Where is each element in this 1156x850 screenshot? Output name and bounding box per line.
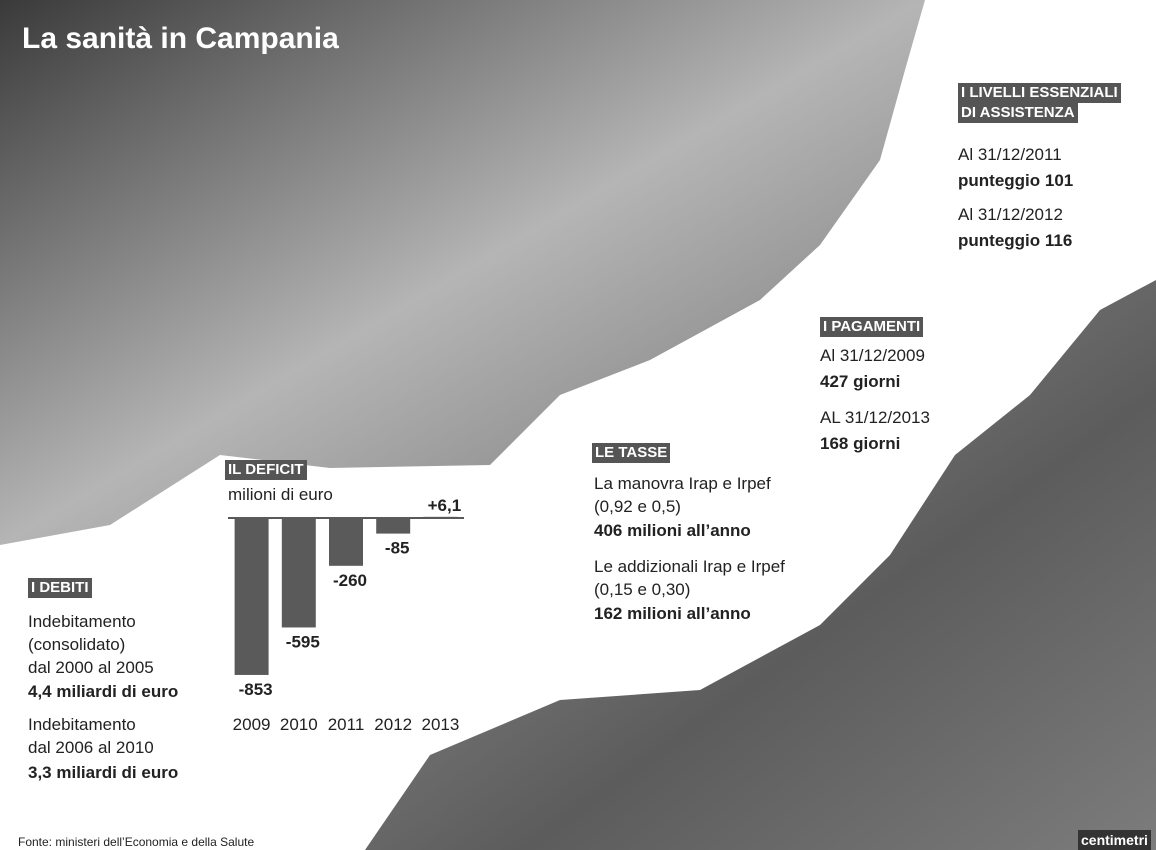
main-title: La sanità in Campania [22,22,339,55]
text-line: Al 31/12/2009 [820,346,925,366]
text-line: dal 2000 al 2005 [28,658,154,678]
heading-line: DI ASSISTENZA [958,103,1078,123]
x-tick-label: 2009 [233,715,271,734]
bar [282,518,316,628]
text-line: 406 milioni all’anno [594,521,751,541]
chart-title: IL DEFICIT [225,460,307,480]
x-tick-label: 2013 [421,715,459,734]
heading-line: IL DEFICIT [225,460,307,480]
section-heading: LE TASSE [592,443,670,463]
bar [329,518,363,566]
section-heading: I PAGAMENTI [820,317,923,337]
text-line: punteggio 101 [958,171,1073,191]
bar [376,518,410,534]
x-tick-label: 2010 [280,715,318,734]
text-line: 427 giorni [820,372,900,392]
text-line: punteggio 116 [958,231,1072,251]
text-line: (0,92 e 0,5) [594,497,681,517]
text-line: 168 giorni [820,434,900,454]
text-line: 162 milioni all’anno [594,604,751,624]
heading-line: I LIVELLI ESSENZIALI [958,83,1121,103]
infographic: La sanità in Campania 2009 -853 2010 -595 20… [0,0,1156,850]
value-label: -260 [333,571,367,590]
text-line: dal 2006 al 2010 [28,738,154,758]
chart: La sanità in Campania 2009 -853 2010 -595 20… [0,0,1156,850]
bar [423,517,457,518]
text-line: Al 31/12/2012 [958,205,1063,225]
source: Fonte: ministeri dell’Economia e della S… [18,832,254,850]
value-label: -595 [286,632,320,651]
text-line: 3,3 miliardi di euro [28,763,178,783]
bar [235,518,269,675]
heading-line: I PAGAMENTI [820,317,923,337]
x-tick-label: 2011 [328,715,365,734]
heading-line: I DEBITI [28,578,92,598]
text-line: AL 31/12/2013 [820,408,930,428]
section-heading: I DEBITI [28,578,92,598]
logo: centimetri [1078,830,1151,850]
chart-subtitle: milioni di euro [228,485,333,505]
text-line: 4,4 miliardi di euro [28,682,178,702]
value-label: -85 [385,539,410,558]
x-tick-label: 2012 [374,715,412,734]
text-line: Indebitamento [28,612,136,632]
heading-line: LE TASSE [592,443,670,463]
value-label: +6,1 [428,496,462,515]
photo-corridor [0,0,925,545]
text-line: Le addizionali Irap e Irpef [594,557,785,577]
value-label: -853 [239,680,273,699]
text-line: Al 31/12/2011 [958,145,1062,165]
text-line: (0,15 e 0,30) [594,580,690,600]
text-line: Indebitamento [28,715,136,735]
text-line: (consolidato) [28,635,125,655]
text-line: La manovra Irap e Irpef [594,474,771,494]
